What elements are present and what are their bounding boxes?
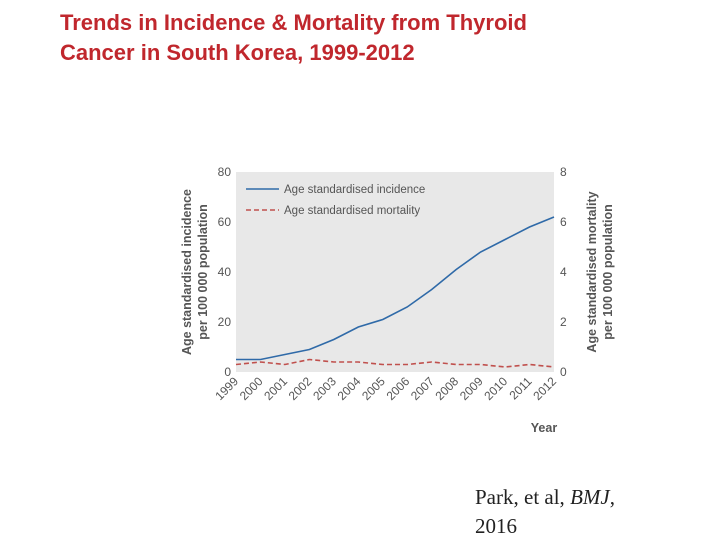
x-tick-label: 2000 (237, 374, 266, 403)
citation-comma: , (609, 485, 615, 509)
y-tick-label-right: 8 (560, 165, 567, 179)
slide-title: Trends in Incidence & Mortality from Thy… (60, 8, 700, 68)
incidence-line (236, 216, 555, 361)
x-tick-label: 2007 (408, 374, 437, 403)
y-axis-label-left: Age standardised incidence (180, 189, 194, 355)
y-axis-label-right: Age standardised mortality (585, 191, 599, 352)
y-tick-label-right: 2 (560, 315, 567, 329)
y-tick-label-left: 0 (224, 365, 231, 379)
citation-journal: BMJ (570, 485, 610, 509)
citation-authors: Park, et al, (475, 485, 571, 509)
incidence-mortality-chart: 0 20 40 60 80 0 2 4 6 8 199920002001200220032004… (180, 165, 615, 435)
mortality-line (235, 358, 555, 368)
x-tick-label: 2005 (359, 374, 388, 403)
y-tick-label-right: 4 (560, 265, 567, 279)
citation-year: 2016 (475, 514, 517, 538)
x-tick-label: 2011 (507, 374, 535, 402)
x-tick-label: 2004 (335, 374, 364, 403)
x-axis-label: Year (531, 421, 558, 435)
slide-title-line-2: Cancer in South Korea, 1999-2012 (60, 40, 415, 65)
x-tick-label: 2008 (432, 374, 461, 403)
slide-title-line-1: Trends in Incidence & Mortality from Thy… (60, 10, 527, 35)
y-tick-label-left: 60 (218, 215, 232, 229)
x-tick-label: 2006 (384, 374, 413, 403)
legend-label: Age standardised incidence (284, 184, 425, 196)
citation-line-1: Park, et al, BMJ, (475, 483, 615, 512)
x-tick-label: 2001 (261, 374, 290, 403)
y-axis-label-left-sub: per 100 000 population (196, 204, 210, 339)
plot-area (236, 172, 554, 372)
x-tick-label: 2003 (310, 374, 339, 403)
y-tick-label-left: 80 (218, 165, 232, 179)
y-tick-label-right: 6 (560, 215, 567, 229)
y-tick-label-left: 40 (218, 265, 232, 279)
legend-label: Age standardised mortality (284, 205, 420, 217)
x-tick-label: 1999 (212, 374, 241, 403)
y-tick-label-right: 0 (560, 365, 567, 379)
citation: Park, et al, BMJ, 2016 (475, 483, 615, 541)
y-axis-label-right-sub: per 100 000 population (601, 204, 615, 339)
x-tick-label: 2010 (481, 374, 510, 403)
y-tick-label-left: 20 (218, 315, 232, 329)
x-tick-label: 2012 (530, 374, 559, 403)
x-tick-label: 2002 (286, 374, 315, 403)
x-tick-label: 2009 (457, 374, 486, 403)
